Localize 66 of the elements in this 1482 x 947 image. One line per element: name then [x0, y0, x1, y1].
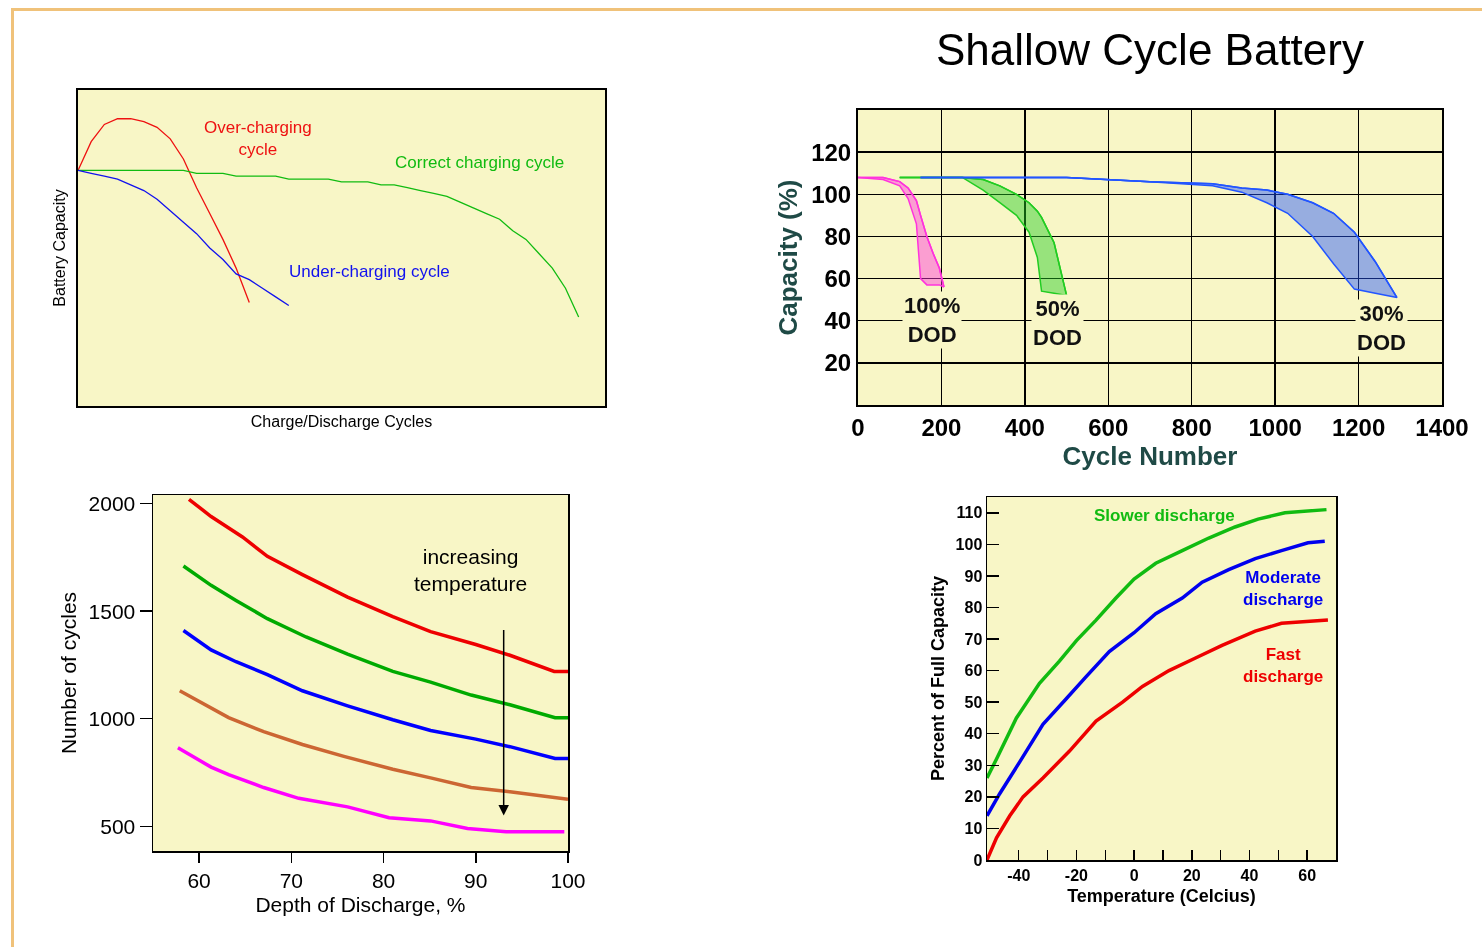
y-tick-label: 10 [964, 820, 983, 838]
y-tick-label: 120 [811, 138, 852, 166]
series-label: Slower discharge [1094, 506, 1235, 525]
x-axis-title: Charge/Discharge Cycles [250, 413, 433, 431]
x-tick-label: -20 [1064, 866, 1089, 884]
x-axis-title: Temperature (Celcius) [1067, 885, 1256, 906]
y-tick-label: 100 [811, 180, 852, 208]
x-tick-label: 20 [1182, 866, 1201, 884]
y-tick-label: 90 [964, 567, 983, 585]
x-tick-label: 1400 [1415, 413, 1469, 441]
y-tick-label: 50 [964, 693, 983, 711]
y-axis-title: Number of cycles [56, 591, 80, 755]
line-series [181, 628, 568, 761]
line-series [176, 746, 567, 834]
line-series [987, 507, 1329, 780]
x-tick-label: 100 [550, 868, 586, 892]
x-tick-label: 60 [187, 868, 211, 892]
y-tick-label: 20 [964, 788, 983, 806]
y-tick-label: 2000 [88, 491, 136, 515]
series-label: Correct charging cycle [395, 153, 565, 172]
y-tick-label: 1000 [88, 707, 136, 731]
y-tick-label: 60 [964, 662, 983, 680]
x-tick-label: 90 [464, 868, 488, 892]
annotation: increasing temperature [414, 545, 528, 596]
y-tick-label: 70 [964, 630, 983, 648]
series-label: Over-charging cycle [204, 118, 312, 160]
y-tick-label: 100 [955, 535, 983, 553]
line-series [187, 497, 568, 674]
x-axis-title: Cycle Number [1062, 440, 1238, 471]
x-tick-label: 60 [1298, 866, 1317, 884]
x-tick-label: 200 [921, 413, 962, 441]
line-series [177, 689, 568, 802]
x-tick-label: 40 [1240, 866, 1259, 884]
y-tick-label: 40 [964, 725, 983, 743]
y-axis-title: Percent of Full Capacity [928, 575, 949, 782]
x-tick-label: 600 [1088, 413, 1129, 441]
x-tick-label: 1000 [1248, 413, 1302, 441]
y-tick-label: 80 [824, 222, 852, 250]
series-label: Moderate discharge [1243, 568, 1324, 610]
x-tick-label: 80 [371, 868, 396, 892]
chart-title: Shallow Cycle Battery [936, 25, 1364, 75]
x-axis-title: Depth of Discharge, % [255, 892, 466, 916]
series-label: 50% DOD [1033, 296, 1082, 350]
y-tick-label: 60 [824, 264, 852, 292]
y-axis-title: Battery Capacity [51, 189, 69, 307]
series-label: Under-charging cycle [289, 262, 450, 281]
series-label: 30% DOD [1357, 301, 1406, 355]
y-tick-label: 0 [973, 851, 983, 869]
line-series [987, 539, 1327, 818]
x-tick-label: 800 [1171, 413, 1212, 441]
series-label: Fast discharge [1243, 645, 1324, 687]
x-tick-label: -40 [1007, 866, 1031, 884]
x-tick-label: 1200 [1331, 413, 1386, 441]
y-tick-label: 40 [824, 307, 852, 335]
series-label: 100% DOD [904, 293, 961, 347]
y-tick-label: 500 [100, 814, 136, 838]
y-tick-label: 1500 [88, 599, 136, 623]
y-tick-label: 80 [964, 599, 983, 617]
y-tick-label: 20 [824, 349, 852, 377]
line-series [987, 618, 1330, 860]
x-tick-label: 70 [279, 868, 304, 892]
y-axis-title: Capacity (%) [773, 179, 804, 336]
x-tick-label: 0 [1129, 866, 1139, 884]
x-tick-label: 400 [1004, 413, 1045, 441]
y-tick-label: 30 [964, 756, 983, 774]
y-tick-label: 110 [956, 504, 983, 522]
